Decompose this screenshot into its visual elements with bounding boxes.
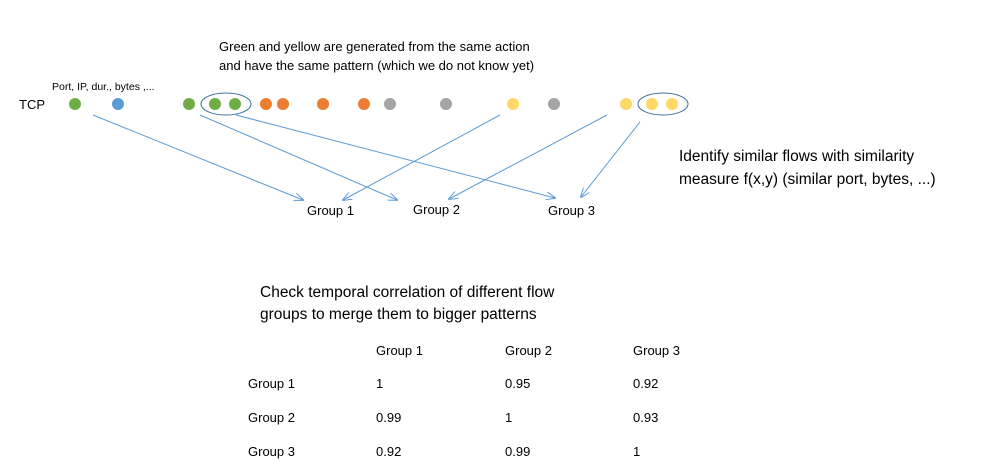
table-cell: 0.99 (505, 444, 531, 459)
table-cell: 0.93 (633, 410, 659, 425)
table-cell: 0.95 (505, 376, 531, 391)
group-label-2: Group 2 (413, 202, 460, 217)
flow-dot-green-3 (209, 98, 221, 110)
table-row-header-1: Group 1 (248, 376, 295, 391)
flow-dot-orange-3 (317, 98, 329, 110)
table-cell: 1 (376, 376, 384, 391)
highlight-ellipse-green (200, 92, 252, 116)
flow-dot-green-4 (229, 98, 241, 110)
flow-dot-orange-2 (277, 98, 289, 110)
flow-dot-yellow-3 (646, 98, 658, 110)
table-cell: 0.92 (376, 444, 402, 459)
group-label-1: Group 1 (307, 203, 354, 218)
arrow-green-to-group-1 (92, 114, 303, 200)
table-col-header-2: Group 2 (505, 343, 552, 358)
flow-dot-gray-2 (440, 98, 452, 110)
table-col-header-3: Group 3 (633, 343, 680, 358)
flow-dot-blue-1 (112, 98, 124, 110)
highlight-ellipse-yellow (637, 92, 689, 116)
flow-dot-green-2 (183, 98, 195, 110)
flow-dot-orange-1 (260, 98, 272, 110)
features-label: Port, IP, dur., bytes ,... (52, 81, 155, 93)
table-col-header-1: Group 1 (376, 343, 423, 358)
flow-dot-yellow-4 (666, 98, 678, 110)
flow-dot-gray-3 (548, 98, 560, 110)
arrow-yellow-to-group-1 (343, 114, 501, 200)
group-label-3: Group 3 (548, 203, 595, 218)
flow-dot-yellow-1 (507, 98, 519, 110)
annotation-right-line-1: Identify similar flows with similarity (679, 148, 915, 165)
flow-dot-green-1 (69, 98, 81, 110)
annotation-top-line-1: Green and yellow are generated from the … (219, 39, 530, 54)
table-row-header-2: Group 2 (248, 410, 295, 425)
annotation-top-line-2: and have the same pattern (which we do n… (219, 58, 535, 73)
table-cell: 1 (633, 444, 641, 459)
arrow-yellow-to-group-3 (581, 121, 641, 197)
protocol-label: TCP (19, 97, 45, 112)
table-cell: 1 (505, 410, 513, 425)
table-cell: 0.92 (633, 376, 659, 391)
annotation-bottom-line-2: groups to merge them to bigger patterns (260, 306, 537, 323)
arrows (92, 114, 641, 200)
table-cell: 0.99 (376, 410, 402, 425)
annotation-right-line-2: measure f(x,y) (similar port, bytes, ...… (679, 171, 936, 188)
annotation-bottom-line-1: Check temporal correlation of different … (260, 284, 555, 301)
flow-dot-orange-4 (358, 98, 370, 110)
flow-dot-yellow-2 (620, 98, 632, 110)
arrow-green-to-group-3 (235, 114, 555, 198)
arrow-green-to-group-2 (199, 114, 397, 200)
table-row-header-3: Group 3 (248, 444, 295, 459)
arrow-yellow-to-group-2 (449, 114, 608, 199)
flow-dot-gray-1 (384, 98, 396, 110)
